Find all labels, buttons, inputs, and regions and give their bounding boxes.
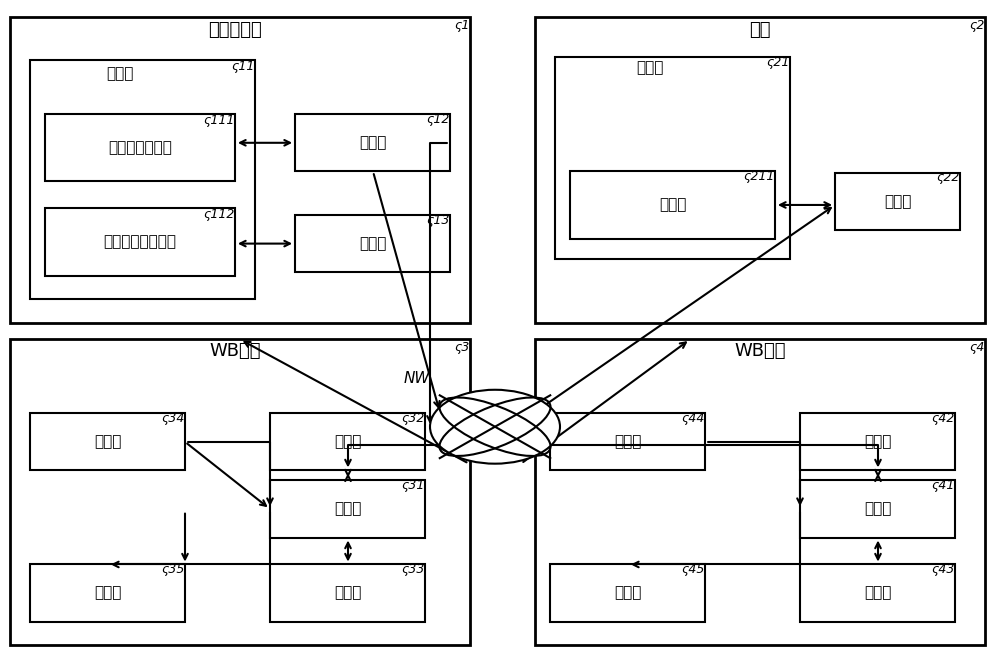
Text: 检测部: 检测部 xyxy=(659,198,687,212)
FancyBboxPatch shape xyxy=(550,413,705,470)
Text: ς42: ς42 xyxy=(932,412,955,425)
Text: 控制部: 控制部 xyxy=(864,501,892,517)
Text: 输入部: 输入部 xyxy=(94,434,122,450)
FancyBboxPatch shape xyxy=(45,208,235,276)
Text: ς41: ς41 xyxy=(932,479,955,492)
FancyBboxPatch shape xyxy=(10,17,470,323)
FancyBboxPatch shape xyxy=(30,413,185,470)
Text: 通信部: 通信部 xyxy=(884,194,911,209)
FancyBboxPatch shape xyxy=(270,413,425,470)
FancyBboxPatch shape xyxy=(295,215,450,272)
FancyBboxPatch shape xyxy=(10,339,470,645)
FancyBboxPatch shape xyxy=(800,413,955,470)
Text: ς22: ς22 xyxy=(937,171,960,184)
FancyBboxPatch shape xyxy=(570,171,775,239)
FancyBboxPatch shape xyxy=(550,564,705,622)
Text: 通信部: 通信部 xyxy=(359,135,387,151)
Text: WB终端: WB终端 xyxy=(734,343,786,360)
Text: ς44: ς44 xyxy=(682,412,705,425)
Text: ς112: ς112 xyxy=(204,208,235,221)
Text: ς35: ς35 xyxy=(162,563,185,576)
Text: 存储部: 存储部 xyxy=(359,236,387,251)
FancyBboxPatch shape xyxy=(800,480,955,538)
FancyBboxPatch shape xyxy=(555,57,790,259)
Text: 共通信息制作部: 共通信息制作部 xyxy=(108,140,172,155)
Text: ς111: ς111 xyxy=(204,114,235,127)
Text: ς211: ς211 xyxy=(744,170,775,183)
FancyBboxPatch shape xyxy=(270,564,425,622)
Text: ς31: ς31 xyxy=(402,479,425,492)
FancyBboxPatch shape xyxy=(295,114,450,171)
Text: 通信部: 通信部 xyxy=(334,434,362,450)
Text: 输入部: 输入部 xyxy=(614,434,642,450)
Text: 显示部: 显示部 xyxy=(614,585,642,601)
FancyBboxPatch shape xyxy=(30,564,185,622)
Text: ς12: ς12 xyxy=(427,113,450,126)
Text: ς34: ς34 xyxy=(162,412,185,425)
FancyBboxPatch shape xyxy=(30,60,255,299)
Text: ς1: ς1 xyxy=(455,19,470,32)
Text: ς4: ς4 xyxy=(970,341,985,353)
Text: ς2: ς2 xyxy=(970,19,985,32)
FancyBboxPatch shape xyxy=(835,173,960,230)
Text: 控制部: 控制部 xyxy=(106,67,134,81)
Text: ς21: ς21 xyxy=(767,56,790,69)
Text: ς33: ς33 xyxy=(402,563,425,576)
Text: ς11: ς11 xyxy=(232,60,255,73)
Text: ς32: ς32 xyxy=(402,412,425,425)
Text: 显示部: 显示部 xyxy=(94,585,122,601)
Text: 投缘度信息制作部: 投缘度信息制作部 xyxy=(104,235,176,249)
Text: 控制部: 控制部 xyxy=(636,60,664,75)
Text: ς3: ς3 xyxy=(455,341,470,353)
Text: 通信部: 通信部 xyxy=(864,434,892,450)
FancyBboxPatch shape xyxy=(270,480,425,538)
Text: NW: NW xyxy=(404,371,430,386)
FancyBboxPatch shape xyxy=(535,17,985,323)
FancyBboxPatch shape xyxy=(800,564,955,622)
Text: ς13: ς13 xyxy=(427,214,450,226)
FancyBboxPatch shape xyxy=(535,339,985,645)
Ellipse shape xyxy=(430,390,560,464)
Text: 控制部: 控制部 xyxy=(334,501,362,517)
Text: ς45: ς45 xyxy=(682,563,705,576)
Text: ς43: ς43 xyxy=(932,563,955,576)
Text: 车辆: 车辆 xyxy=(749,22,771,39)
Text: 存储部: 存储部 xyxy=(864,585,892,601)
Text: 存储部: 存储部 xyxy=(334,585,362,601)
Text: WB终端: WB终端 xyxy=(209,343,261,360)
Text: 处理服务器: 处理服务器 xyxy=(208,22,262,39)
FancyBboxPatch shape xyxy=(45,114,235,181)
